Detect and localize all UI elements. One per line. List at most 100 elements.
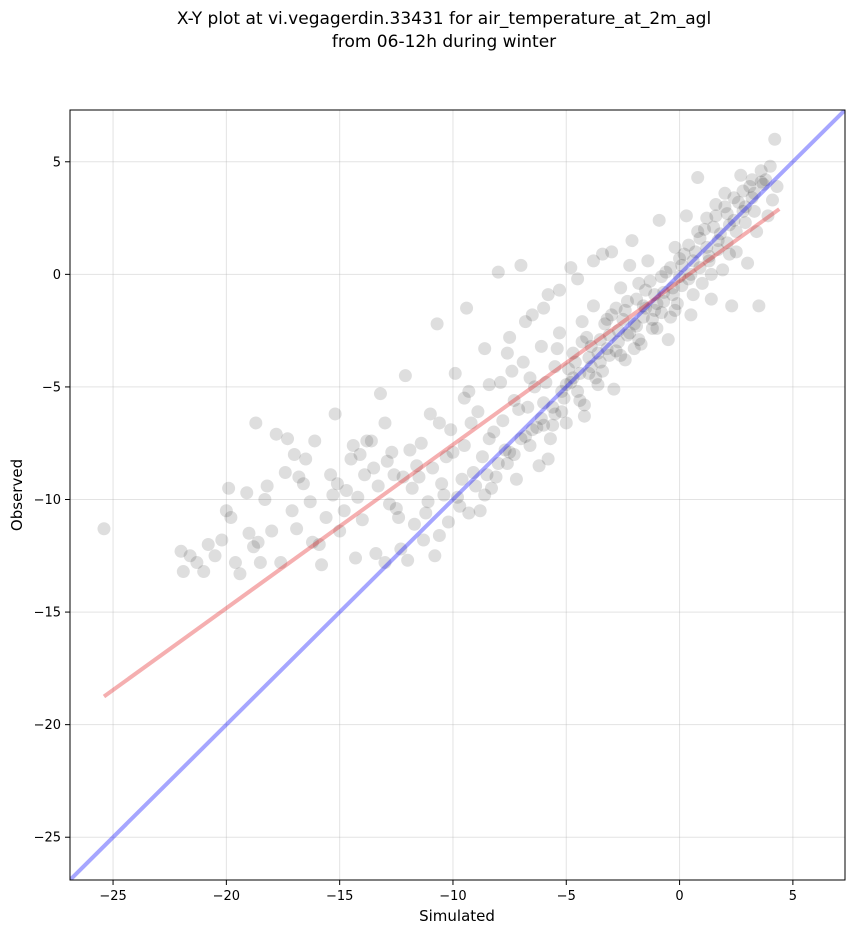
- scatter-point: [670, 297, 684, 311]
- scatter-point: [734, 168, 748, 182]
- scatter-points: [97, 132, 784, 581]
- x-axis-label: Simulated: [419, 907, 495, 925]
- scatter-point: [190, 556, 204, 570]
- scatter-point: [657, 294, 671, 308]
- x-tick-label: 5: [789, 889, 797, 904]
- scatter-point: [471, 405, 485, 419]
- scatter-point: [478, 488, 492, 502]
- scatter-point: [371, 479, 385, 493]
- scatter-point: [407, 517, 421, 531]
- scatter-point: [618, 353, 632, 367]
- scatter-point: [405, 481, 419, 495]
- scatter-point: [650, 321, 664, 335]
- scatter-point: [584, 339, 598, 353]
- scatter-point: [518, 315, 532, 329]
- scatter-point: [507, 393, 521, 407]
- scatter-point: [657, 285, 671, 299]
- y-tick-label: −20: [34, 718, 61, 733]
- scatter-point: [573, 366, 587, 380]
- scatter-point: [265, 524, 279, 538]
- scatter-point: [428, 549, 442, 563]
- scatter-point: [224, 511, 238, 525]
- scatter-point: [643, 274, 657, 288]
- scatter-point: [552, 283, 566, 297]
- scatter-point: [491, 456, 505, 470]
- scatter-point: [258, 493, 272, 507]
- scatter-point: [482, 378, 496, 392]
- scatter-point: [620, 294, 634, 308]
- scatter-point: [247, 540, 261, 554]
- scatter-point: [419, 506, 433, 520]
- scatter-point: [632, 333, 646, 347]
- scatter-point: [278, 465, 292, 479]
- scatter-point: [765, 193, 779, 207]
- scatter-point: [403, 443, 417, 457]
- scatter-point: [691, 171, 705, 185]
- scatter-point: [575, 335, 589, 349]
- scatter-point: [469, 479, 483, 493]
- scatter-point: [296, 477, 310, 491]
- scatter-point: [602, 348, 616, 362]
- scatter-point: [716, 263, 730, 277]
- scatter-point: [596, 364, 610, 378]
- scatter-point: [253, 556, 267, 570]
- scatter-point: [555, 405, 569, 419]
- scatter-point: [378, 556, 392, 570]
- scatter-point: [383, 497, 397, 511]
- scatter-point: [636, 299, 650, 313]
- scatter-point: [430, 317, 444, 331]
- scatter-point: [639, 301, 653, 315]
- scatter-point: [614, 281, 628, 295]
- scatter-point: [385, 445, 399, 459]
- scatter-point: [414, 436, 428, 450]
- scatter-point: [315, 558, 329, 572]
- scatter-point: [736, 184, 750, 198]
- scatter-point: [208, 549, 222, 563]
- scatter-point: [444, 423, 458, 437]
- scatter-point: [432, 529, 446, 543]
- scatter-point: [591, 346, 605, 360]
- scatter-point: [500, 456, 514, 470]
- scatter-point: [754, 164, 768, 178]
- scatter-point: [174, 544, 188, 558]
- scatter-point: [673, 270, 687, 284]
- scatter-point: [392, 511, 406, 525]
- scatter-point: [618, 303, 632, 317]
- scatter-point: [518, 429, 532, 443]
- scatter-point: [305, 535, 319, 549]
- scatter-point: [745, 191, 759, 205]
- scatter-point: [627, 342, 641, 356]
- scatter-point: [482, 432, 496, 446]
- scatter-point: [557, 391, 571, 405]
- scatter-point: [575, 315, 589, 329]
- scatter-point: [489, 470, 503, 484]
- scatter-point: [611, 324, 625, 338]
- scatter-point: [215, 533, 229, 547]
- scatter-point: [360, 434, 374, 448]
- chart-title-line-1: X-Y plot at vi.vegagerdin.33431 for air_…: [177, 9, 711, 29]
- scatter-point: [720, 236, 734, 250]
- scatter-point: [582, 366, 596, 380]
- scatter-point: [480, 468, 494, 482]
- chart-title-line-2: from 06-12h during winter: [332, 32, 556, 52]
- scatter-point: [339, 483, 353, 497]
- scatter-point: [700, 240, 714, 254]
- scatter-point: [319, 511, 333, 525]
- scatter-point: [743, 180, 757, 194]
- y-tick-label: 0: [53, 268, 61, 283]
- scatter-point: [396, 470, 410, 484]
- scatter-point: [630, 319, 644, 333]
- scatter-point: [623, 326, 637, 340]
- scatter-point: [240, 486, 254, 500]
- scatter-point: [686, 288, 700, 302]
- identity-line: [70, 110, 845, 880]
- scatter-point: [559, 416, 573, 430]
- scatter-point: [507, 447, 521, 461]
- scatter-point: [684, 308, 698, 322]
- scatter-point: [439, 450, 453, 464]
- scatter-point: [609, 344, 623, 358]
- scatter-point: [609, 301, 623, 315]
- scatter-point: [503, 330, 517, 344]
- scatter-point: [611, 335, 625, 349]
- scatter-point: [709, 198, 723, 212]
